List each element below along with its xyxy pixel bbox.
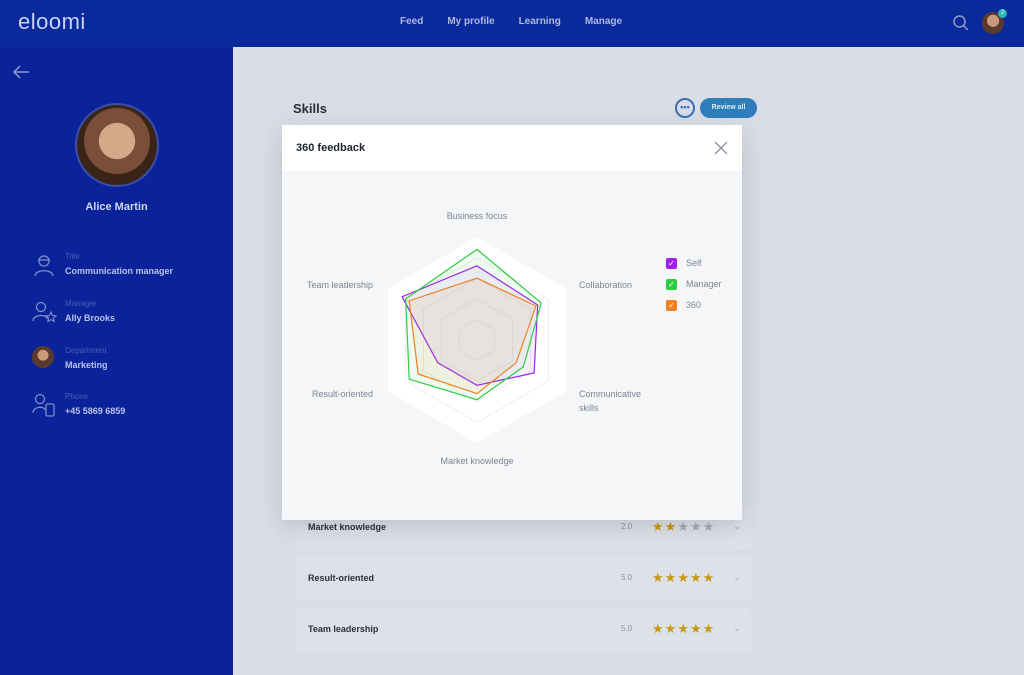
info-label: Title [65,252,80,261]
skill-name: Result-oriented [308,573,375,583]
radar-grid-ring [422,277,532,403]
nav-item-manage[interactable]: Manage [584,16,623,27]
star-icon: ★ [664,570,678,585]
star-icon: ★ [677,621,690,636]
skill-score: 5.0 [621,624,633,633]
nav-item-my-profile[interactable]: My profile [447,16,495,27]
star-icon: ★ [652,519,665,534]
skill-score: 2.0 [621,522,633,531]
checkbox-icon[interactable]: ✓ [666,258,677,269]
radar-grid-ring [458,318,496,362]
star-icon: ★ [702,621,716,636]
star-icon: ★ [677,570,690,585]
star-icon: ★ [689,621,703,636]
search-icon[interactable] [952,14,970,32]
radar-grid-ring [440,298,514,382]
axis-label: Collaboration [579,280,632,290]
skill-row[interactable]: Team leadership 5.0 ★★★★★ ⌄ [295,608,751,652]
checkbox-icon[interactable]: ✓ [666,279,677,290]
axis-label: Result-oriented [312,389,373,399]
star-icon: ★ [677,519,690,534]
legend-label: Self [686,258,702,268]
star-icon: ★ [702,570,716,585]
profile-photo [75,103,159,187]
manager-star-icon [32,301,58,323]
star-icon: ★ [702,519,716,534]
info-value[interactable]: Ally Brooks [65,313,116,323]
star-icon: ★ [689,570,703,585]
more-options-button[interactable]: ••• [675,98,695,118]
axis-label: Communicative skills [579,389,641,413]
main-nav: Feed My profile Learning Manage [400,16,646,27]
chevron-down-icon[interactable]: ⌄ [733,521,742,532]
review-all-button[interactable]: Review all [700,98,757,118]
close-icon[interactable] [714,141,728,155]
notification-badge: 2 [998,9,1007,18]
nav-item-learning[interactable]: Learning [518,16,561,27]
eloomi-logo[interactable]: eloomi [18,9,86,34]
department-avatar [32,346,54,368]
star-icon: ★ [664,519,678,534]
back-arrow-icon[interactable] [12,65,30,79]
axis-label: Business focus [447,211,508,221]
modal-title: 360 feedback [296,142,366,154]
axis-label: Market knowledge [440,456,513,466]
skill-row[interactable]: Result-oriented 5.0 ★★★★★ ⌄ [295,557,751,601]
user-avatar[interactable] [982,12,1004,34]
radar-background [387,237,567,443]
info-label: Department [65,346,107,355]
checkbox-icon[interactable]: ✓ [666,300,677,311]
radar-chart: Business focus Collaboration Communicative… [307,211,641,466]
info-row-phone: Phone +45 5869 6859 [32,390,222,430]
top-navigation-bar: eloomi Feed My profile Learning Manage 2 [0,0,1024,47]
legend-label: Manager [686,279,722,289]
star-rating: ★★★★★ [652,621,715,637]
skill-name: Market knowledge [308,522,387,532]
star-rating: ★★★★★ [652,570,715,586]
page-title: Skills [293,101,327,116]
skill-score: 5.0 [621,573,633,582]
skill-name: Team leadership [308,624,379,634]
profile-sidebar: Alice Martin Title Communication manager… [0,47,233,675]
info-row-manager: Manager Ally Brooks [32,297,222,337]
phone-icon [32,393,55,417]
info-row-department: Department Marketing [32,344,222,384]
star-icon: ★ [664,621,678,636]
info-label: Manager [65,299,97,308]
star-rating: ★★★★★ [652,519,715,535]
radar-series-manager [405,248,542,401]
nav-item-feed[interactable]: Feed [400,16,424,27]
info-row-title: Title Communication manager [32,250,222,290]
chevron-down-icon[interactable]: ⌄ [733,572,742,583]
person-icon [34,255,54,277]
info-value: Communication manager [65,266,174,276]
modal-header: 360 feedback [282,125,742,171]
star-icon: ★ [689,519,703,534]
info-value[interactable]: +45 5869 6859 [65,406,126,416]
modal-body: Business focus Collaboration Communicative… [282,171,742,520]
radar-series-360 [408,277,537,395]
star-icon: ★ [652,570,665,585]
profile-name: Alice Martin [85,201,148,213]
info-value: Marketing [65,360,108,370]
chevron-down-icon[interactable]: ⌄ [733,623,742,634]
star-icon: ★ [652,621,665,636]
axis-label: Team leadership [307,280,373,290]
info-label: Phone [65,392,89,401]
feedback-modal: 360 feedback Business focus Collaboration… [282,125,742,520]
legend-label: 360 [686,300,702,310]
radar-series-self [401,265,539,386]
